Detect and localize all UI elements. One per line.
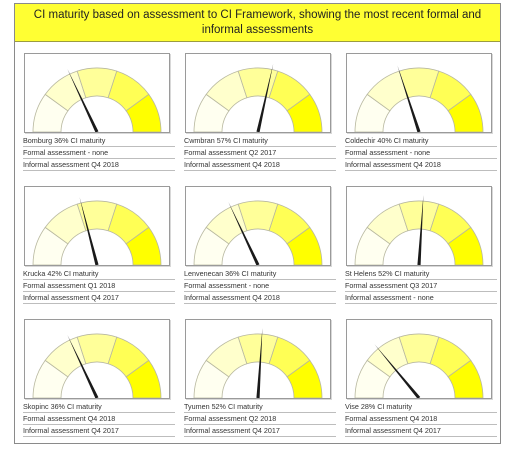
gauge-captions: St Helens 52% CI maturity Formal assessme… xyxy=(345,268,497,304)
gauge-captions: Coldechir 40% CI maturity Formal assessme… xyxy=(345,135,497,171)
gauge-svg xyxy=(186,54,330,132)
formal-assessment: Formal assessment - none xyxy=(184,280,336,292)
informal-assessment: Informal assessment Q4 2018 xyxy=(184,159,336,171)
informal-assessment: Informal assessment Q4 2017 xyxy=(23,292,175,304)
gauge-grid: Bomburg 36% CI maturity Formal assessment… xyxy=(20,49,497,441)
maturity-label: Coldechir 40% CI maturity xyxy=(345,135,497,147)
gauge-captions: Krucka 42% CI maturity Formal assessment … xyxy=(23,268,175,304)
formal-assessment: Formal assessment - none xyxy=(23,147,175,159)
gauge-cell: Coldechir 40% CI maturity Formal assessme… xyxy=(342,49,497,175)
gauge-captions: Cwmbran 57% CI maturity Formal assessment… xyxy=(184,135,336,171)
gauge-cell: Bomburg 36% CI maturity Formal assessment… xyxy=(20,49,175,175)
gauge-captions: Skopinc 36% CI maturity Formal assessment… xyxy=(23,401,175,437)
maturity-label: Skopinc 36% CI maturity xyxy=(23,401,175,413)
gauge-captions: Lenvenecan 36% CI maturity Formal assessm… xyxy=(184,268,336,304)
formal-assessment: Formal assessment Q2 2017 xyxy=(184,147,336,159)
gauge-svg xyxy=(347,320,491,398)
gauge-chart xyxy=(346,319,492,399)
formal-assessment: Formal assessment - none xyxy=(345,147,497,159)
maturity-label: Lenvenecan 36% CI maturity xyxy=(184,268,336,280)
informal-assessment: Informal assessment - none xyxy=(345,292,497,304)
gauge-cell: Cwmbran 57% CI maturity Formal assessment… xyxy=(181,49,336,175)
dashboard-frame: CI maturity based on assessment to CI Fr… xyxy=(14,3,501,444)
maturity-label: Vise 28% CI maturity xyxy=(345,401,497,413)
dashboard-title: CI maturity based on assessment to CI Fr… xyxy=(15,4,500,42)
gauge-svg xyxy=(25,187,169,265)
gauge-chart xyxy=(185,319,331,399)
gauge-chart xyxy=(24,319,170,399)
formal-assessment: Formal assessment Q4 2018 xyxy=(345,413,497,425)
maturity-label: Tyumen 52% CI maturity xyxy=(184,401,336,413)
maturity-label: St Helens 52% CI maturity xyxy=(345,268,497,280)
gauge-chart xyxy=(185,186,331,266)
gauge-svg xyxy=(347,187,491,265)
gauge-captions: Vise 28% CI maturity Formal assessment Q4… xyxy=(345,401,497,437)
informal-assessment: Informal assessment Q4 2018 xyxy=(345,159,497,171)
informal-assessment: Informal assessment Q4 2017 xyxy=(23,425,175,437)
maturity-label: Cwmbran 57% CI maturity xyxy=(184,135,336,147)
informal-assessment: Informal assessment Q4 2018 xyxy=(184,292,336,304)
gauge-svg xyxy=(186,187,330,265)
gauge-cell: Krucka 42% CI maturity Formal assessment … xyxy=(20,182,175,308)
formal-assessment: Formal assessment Q3 2017 xyxy=(345,280,497,292)
gauge-cell: St Helens 52% CI maturity Formal assessme… xyxy=(342,182,497,308)
maturity-label: Krucka 42% CI maturity xyxy=(23,268,175,280)
informal-assessment: Informal assessment Q4 2017 xyxy=(184,425,336,437)
informal-assessment: Informal assessment Q4 2017 xyxy=(345,425,497,437)
gauge-captions: Tyumen 52% CI maturity Formal assessment … xyxy=(184,401,336,437)
gauge-chart xyxy=(346,53,492,133)
gauge-cell: Tyumen 52% CI maturity Formal assessment … xyxy=(181,315,336,441)
gauge-svg xyxy=(347,54,491,132)
formal-assessment: Formal assessment Q2 2018 xyxy=(184,413,336,425)
gauge-chart xyxy=(346,186,492,266)
maturity-label: Bomburg 36% CI maturity xyxy=(23,135,175,147)
informal-assessment: Informal assessment Q4 2018 xyxy=(23,159,175,171)
gauge-chart xyxy=(185,53,331,133)
gauge-cell: Vise 28% CI maturity Formal assessment Q4… xyxy=(342,315,497,441)
gauge-captions: Bomburg 36% CI maturity Formal assessment… xyxy=(23,135,175,171)
gauge-chart xyxy=(24,53,170,133)
gauge-svg xyxy=(186,320,330,398)
gauge-svg xyxy=(25,320,169,398)
gauge-svg xyxy=(25,54,169,132)
formal-assessment: Formal assessment Q4 2018 xyxy=(23,413,175,425)
gauge-chart xyxy=(24,186,170,266)
formal-assessment: Formal assessment Q1 2018 xyxy=(23,280,175,292)
gauge-cell: Skopinc 36% CI maturity Formal assessment… xyxy=(20,315,175,441)
gauge-cell: Lenvenecan 36% CI maturity Formal assessm… xyxy=(181,182,336,308)
